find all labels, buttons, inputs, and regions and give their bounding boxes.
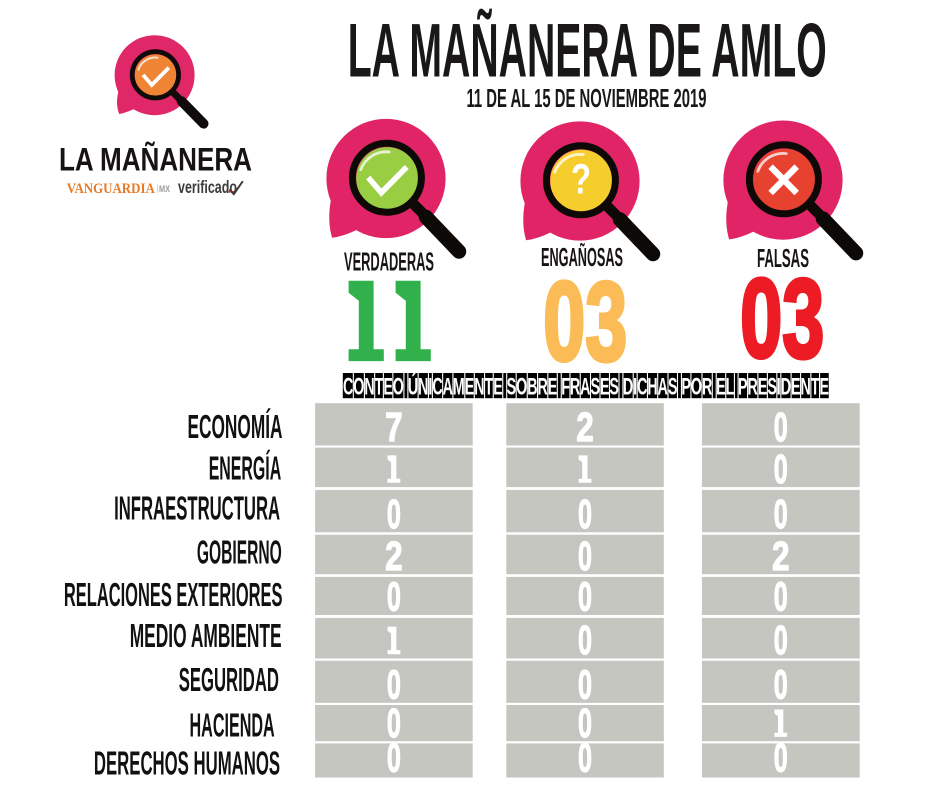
svg-text:?: ?	[571, 156, 591, 204]
svg-text:RELACIONES EXTERIORES: RELACIONES EXTERIORES	[64, 576, 283, 613]
svg-text:0: 0	[387, 662, 401, 708]
svg-text:7: 7	[385, 404, 403, 450]
svg-text:VANGUARDIA: VANGUARDIA	[67, 181, 155, 197]
svg-text:0: 0	[578, 662, 592, 708]
svg-text:0: 0	[578, 533, 592, 579]
svg-text:0: 0	[578, 700, 592, 746]
svg-text:CONTEO ÚNICAMENTE SOBRE FRASES: CONTEO ÚNICAMENTE SOBRE FRASES DICHAS PO…	[343, 372, 829, 400]
svg-text:03: 03	[740, 256, 824, 381]
svg-text:0: 0	[774, 446, 788, 492]
svg-text:0: 0	[387, 700, 401, 746]
svg-text:MX: MX	[159, 184, 171, 195]
svg-text:0: 0	[774, 662, 788, 708]
svg-text:0: 0	[387, 491, 401, 537]
svg-text:0: 0	[578, 491, 592, 537]
svg-text:0: 0	[774, 404, 788, 450]
svg-text:0: 0	[578, 734, 592, 780]
svg-text:0: 0	[774, 491, 788, 537]
svg-text:GOBIERNO: GOBIERNO	[197, 534, 282, 571]
svg-text:0: 0	[774, 734, 788, 780]
svg-text:ENERGÍA: ENERGÍA	[209, 449, 282, 486]
svg-text:0: 0	[774, 617, 788, 663]
svg-text:DERECHOS HUMANOS: DERECHOS HUMANOS	[94, 745, 280, 782]
svg-text:FALSAS: FALSAS	[757, 243, 809, 273]
svg-text:LA MAÑANERA DE AMLO: LA MAÑANERA DE AMLO	[348, 8, 827, 93]
svg-text:SEGURIDAD: SEGURIDAD	[179, 661, 279, 698]
svg-text:ECONOMÍA: ECONOMÍA	[188, 408, 283, 445]
svg-text:2: 2	[772, 533, 790, 579]
svg-text:verificado: verificado	[178, 177, 237, 197]
svg-text:2: 2	[576, 404, 594, 450]
svg-text:2: 2	[385, 533, 403, 579]
svg-text:11 DE AL 15 DE NOVIEMBRE 2019: 11 DE AL 15 DE NOVIEMBRE 2019	[467, 85, 707, 113]
svg-text:03: 03	[543, 259, 627, 384]
svg-text:LA MAÑANERA: LA MAÑANERA	[59, 142, 252, 178]
svg-text:ENGAÑOSAS: ENGAÑOSAS	[541, 242, 623, 272]
svg-text:INFRAESTRUCTURA: INFRAESTRUCTURA	[114, 490, 280, 527]
svg-text:VERDADERAS: VERDADERAS	[344, 246, 434, 276]
svg-text:HACIENDA: HACIENDA	[190, 706, 275, 743]
svg-text:0: 0	[578, 617, 592, 663]
svg-text:0: 0	[578, 574, 592, 620]
svg-text:MEDIO AMBIENTE: MEDIO AMBIENTE	[130, 617, 282, 654]
svg-text:0: 0	[387, 734, 401, 780]
svg-text:0: 0	[774, 574, 788, 620]
svg-text:0: 0	[387, 574, 401, 620]
